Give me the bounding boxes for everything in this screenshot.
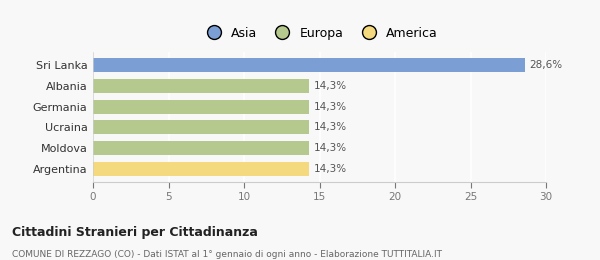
Text: 14,3%: 14,3% (313, 122, 347, 132)
Bar (93, 162, 309, 176)
Text: 14,3%: 14,3% (313, 81, 347, 91)
Text: 14,3%: 14,3% (313, 102, 347, 112)
Text: 14,3%: 14,3% (313, 143, 347, 153)
Text: 28,6%: 28,6% (529, 60, 563, 70)
Bar (93, 120, 309, 134)
Text: COMUNE DI REZZAGO (CO) - Dati ISTAT al 1° gennaio di ogni anno - Elaborazione TU: COMUNE DI REZZAGO (CO) - Dati ISTAT al 1… (12, 250, 442, 259)
Text: Cittadini Stranieri per Cittadinanza: Cittadini Stranieri per Cittadinanza (12, 226, 258, 239)
Bar (93, 58, 525, 72)
Bar (93, 79, 309, 93)
Bar (93, 141, 309, 155)
Text: 14,3%: 14,3% (313, 164, 347, 174)
Bar (93, 100, 309, 114)
Legend: Asia, Europa, America: Asia, Europa, America (196, 22, 443, 45)
